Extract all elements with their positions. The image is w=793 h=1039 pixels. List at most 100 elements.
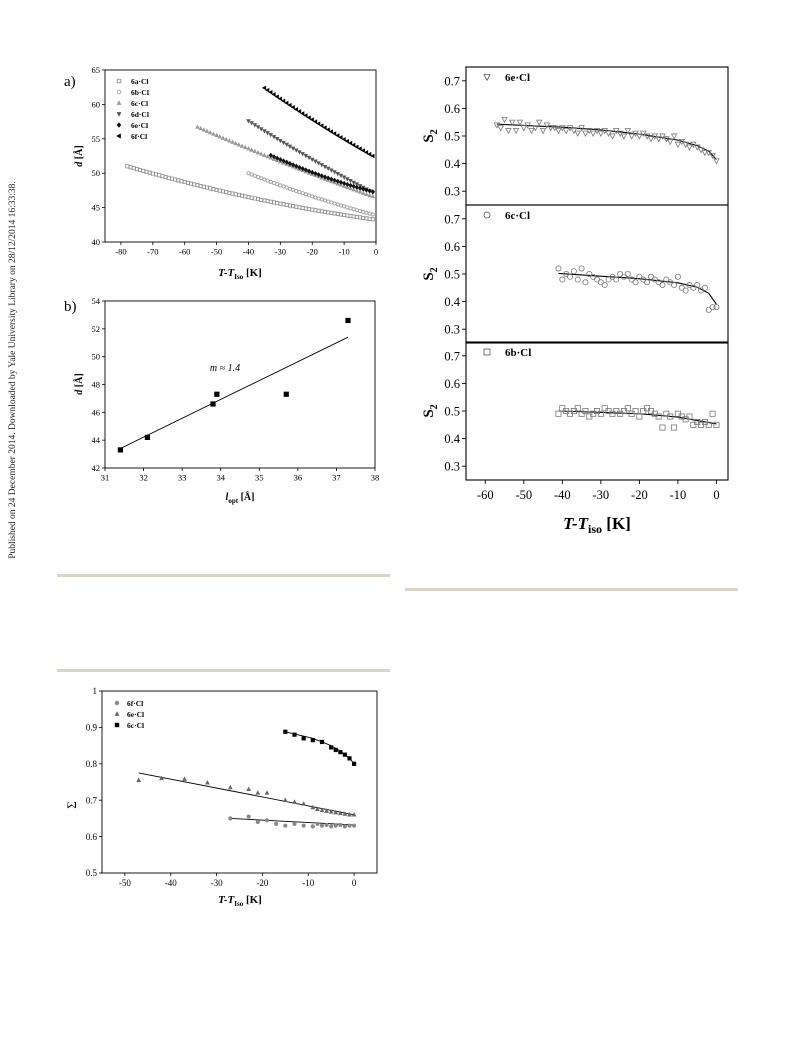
sigma-data-point [310,804,316,810]
fig-a-data-point [370,217,375,222]
fig-b-y-tick-label: 50 [92,352,101,362]
sigma-x-tick-label: 0 [352,878,357,888]
sigma-data-point [292,799,297,804]
fig-a-x-tick-label: -60 [179,247,190,257]
s2-y-axis-label: S2 [421,404,440,417]
sigma-data-point [329,824,334,829]
s2-data-point [624,127,632,135]
fig-a-legend-label: 6b·Cl [131,88,149,97]
fig-a-x-tick-label: -70 [147,247,158,257]
fig-a-plot-frame [104,69,377,243]
fig-b-data-point [214,391,220,397]
s2-data-point [574,405,581,412]
fig-a-data-point [370,153,375,159]
fig-b-x-tick-label: 38 [371,473,380,483]
s2-legend-label: 6e·Cl [505,72,530,84]
sigma-x-label-unit: [K] [243,894,262,906]
s2-data-point [597,410,604,417]
s2-data-point [667,279,674,286]
fig-a-data-point [252,148,258,154]
s2-data-point [562,127,570,135]
sigma-legend-label: 6e·Cl [127,710,144,719]
fig-b-data-point [283,391,289,397]
fig-a-data-point [344,138,349,144]
s2-data-point [655,279,662,286]
fig-a-data-point [246,146,251,151]
caption-rule-right [405,588,738,591]
fig-a-data-point [351,142,356,148]
fig-a-legend-label: 6e·Cl [131,121,148,130]
sigma-data-point [292,732,297,737]
s2-data-point [632,279,639,286]
fig-a-data-point [329,168,334,173]
fig-a-data-point [345,184,350,190]
fig-a-data-point [249,147,254,152]
fig-a-series-4 [268,152,375,195]
fig-a-y-tick-label: 40 [92,237,101,247]
fig-a-data-point [275,155,280,161]
sigma-data-point [274,821,279,826]
s2-data-point [698,287,705,294]
fig-a-data-point [297,164,302,170]
s2-data-point [574,276,581,283]
sigma-series-2 [283,729,357,766]
fig-b-x-tick-label: 32 [139,473,148,483]
fig-a-x-tick-label: -30 [275,247,286,257]
fig-a-data-point [278,156,283,163]
fig-b-data-point [117,447,124,453]
fig-a-data-point [207,130,213,135]
fig-a-y-tick-label: 50 [92,168,101,178]
fig-a-data-point [284,100,289,106]
s2-y-tick-label: 0.7 [444,74,460,88]
sigma-x-tick-label: -50 [119,878,131,888]
s2-data-point [582,407,589,414]
s2-y-tick-label: 0.7 [444,349,460,363]
sigma-x-tick-label: -20 [256,878,268,888]
fig-a-y-tick-label: 60 [92,99,101,109]
s2-data-point [601,282,608,289]
fig-a-data-point [278,138,283,144]
fig-b-y-tick-label: 52 [92,324,101,334]
fig-a-data-point [332,170,337,175]
s2-legend-label: 6c·Cl [505,210,530,222]
sigma-data-point [310,738,315,743]
fig-a-data-point [341,137,346,142]
fig-a-data-point [338,179,344,185]
sigma-data-point [329,745,334,750]
fig-a-data-point [370,189,375,195]
s2-data-point [578,125,585,132]
fig-a-x-tick-label: -40 [243,247,254,257]
sigma-x-label-main: T-T [218,894,235,906]
fig-a-data-point [217,134,223,139]
sigma-data-point [310,824,315,829]
fig-a-data-point [309,157,315,163]
fig-a-data-point [294,163,299,169]
sigma-legend-marker [114,700,120,706]
sigma-data-point [283,823,288,828]
fig-a-data-point [363,150,369,155]
sigma-data-point [264,818,270,823]
fig-a-data-point [227,138,232,143]
fig-a-data-point [328,129,334,134]
s2-data-point [555,410,562,417]
s2-data-point [709,304,716,311]
fig-a-data-point [351,180,356,186]
fig-a-data-point [335,133,340,138]
fig-a-data-point [364,187,369,193]
sigma-data-point [333,809,339,815]
fig-a-data-point [204,128,210,133]
s2-data-point [594,276,601,283]
fig-b-y-tick-label: 42 [92,463,101,473]
caption-rule-left-2 [57,669,390,672]
fig-a-data-point [214,132,219,138]
fig-a-legend-label: 6c·Cl [131,99,148,108]
fig-b-data-point [144,434,151,440]
s2-data-point [628,276,635,283]
fig-a-y-label-unit: [Å] [73,145,85,161]
fig-a-data-point [297,150,302,155]
sigma-y-tick-label: 0.8 [86,759,98,769]
s2-data-point [589,130,597,137]
fig-a-data-point [277,96,283,102]
fig-a-series-5 [261,85,375,159]
fig-a-data-point [284,142,289,148]
